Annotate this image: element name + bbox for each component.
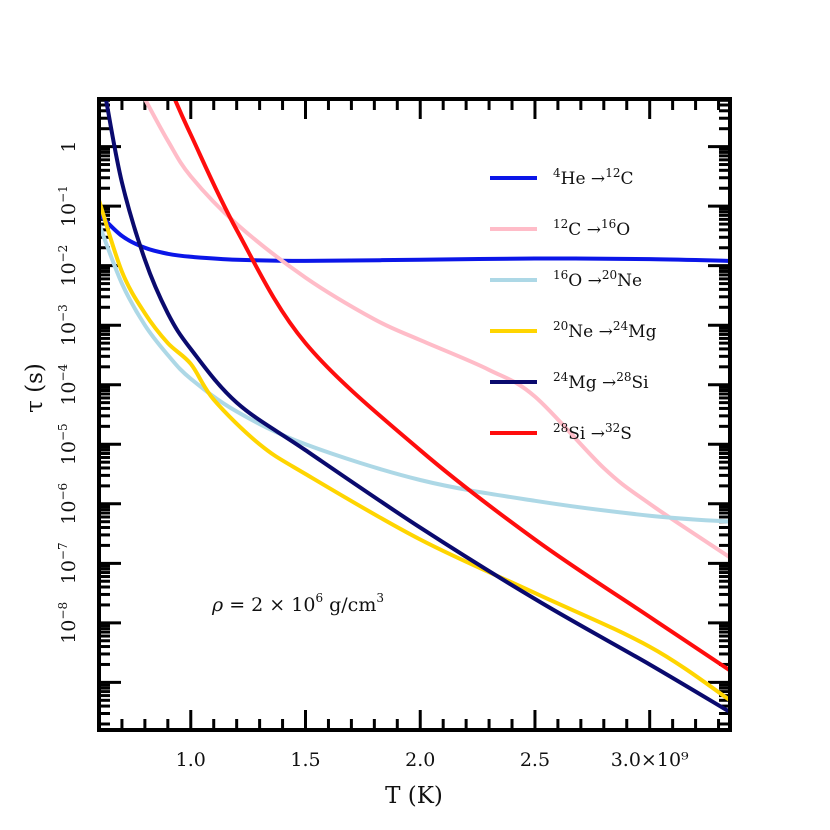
plot-frame [97, 97, 732, 732]
density-label: ρ = 2 × 106 g/cm3 [211, 591, 384, 616]
x-axis-title: T (K) [385, 783, 443, 809]
series-lines [99, 99, 730, 715]
legend-label-2: 16O →20Ne [553, 268, 642, 291]
y-axis-title: τ (s) [22, 363, 48, 413]
y-tick-label: 1 [58, 141, 80, 153]
x-tick-label: 2.0 [405, 749, 435, 771]
legend-label-0: 4He →12C [553, 166, 633, 189]
y-tick-label: 10−6 [56, 483, 80, 525]
y-tick-label: 10−4 [56, 363, 80, 405]
y-tick-label: 10−2 [56, 245, 80, 287]
legend-label-4: 24Mg →28Si [553, 370, 649, 393]
y-tick-label: 10−8 [56, 602, 80, 644]
y-tick-label: 10−3 [56, 304, 80, 346]
axis-ticks [97, 98, 730, 730]
x-tick-label: 1.0 [176, 749, 206, 771]
x-tick-label: 3.0×10⁹ [611, 749, 689, 771]
legend-label-1: 12C →16O [553, 217, 630, 240]
x-tick-label: 1.5 [290, 749, 320, 771]
y-tick-label: 10−5 [56, 423, 80, 465]
x-tick-labels: 1.0 1.5 2.0 2.5 3.0×10⁹ [176, 749, 689, 771]
density-annotation: ρ = 2 × 106 g/cm3 [211, 591, 384, 616]
legend-label-3: 20Ne →24Mg [553, 319, 657, 342]
legend-label-5: 28Si →32S [553, 421, 632, 444]
series-line-4 [103, 99, 730, 715]
series-line-2 [99, 222, 730, 524]
y-tick-label: 10−1 [56, 185, 80, 227]
legend: 4He →12C 12C →16O 16O →20Ne 20Ne →24Mg 24Mg … [490, 166, 657, 444]
x-tick-label: 2.5 [520, 749, 550, 771]
series-line-5 [172, 99, 730, 673]
y-tick-label: 10−7 [56, 542, 80, 584]
series-line-1 [142, 99, 730, 560]
y-tick-labels: 1 10−1 10−2 10−3 10−4 10−5 10−6 10−7 10−8 [56, 141, 80, 644]
series-line-3 [99, 198, 730, 703]
series-line-0 [99, 211, 730, 263]
